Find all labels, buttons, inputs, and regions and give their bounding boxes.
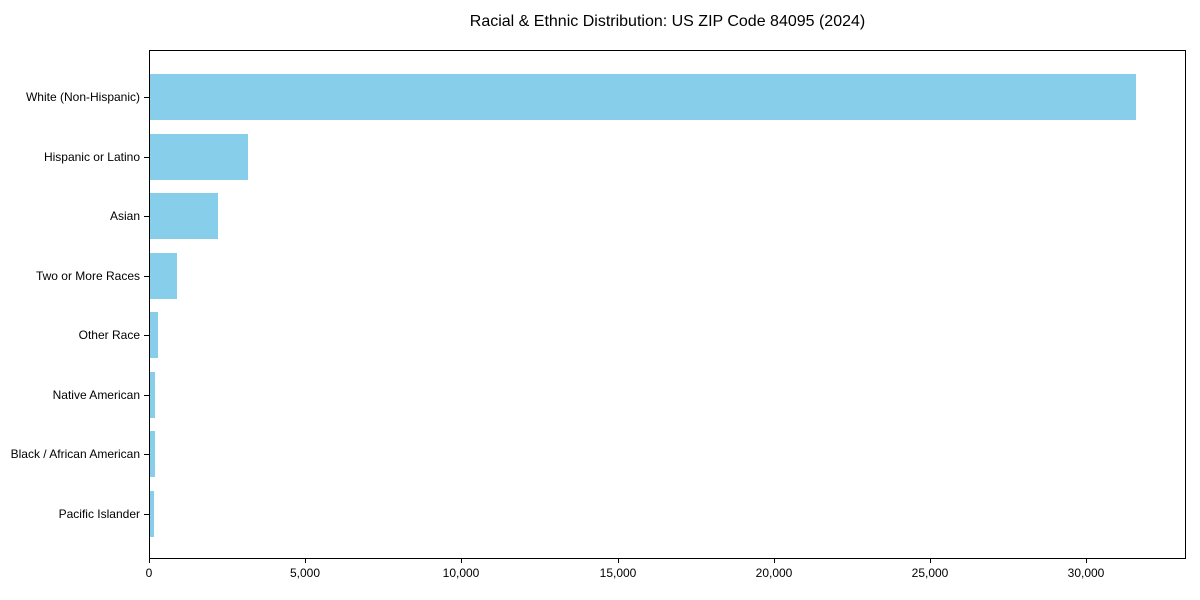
bar-black-african-american (150, 431, 155, 478)
y-tick-mark (144, 454, 149, 455)
bar-asian (150, 193, 218, 240)
x-tick-label: 0 (145, 566, 153, 580)
x-tick-label: 10,000 (442, 566, 480, 580)
x-tick-mark (774, 559, 775, 563)
y-tick-label: White (Non-Hispanic) (25, 90, 140, 104)
bar-other-race (150, 312, 158, 359)
x-tick-mark (930, 559, 931, 563)
chart-title: Racial & Ethnic Distribution: US ZIP Cod… (469, 13, 866, 30)
y-tick-label: Hispanic or Latino (43, 150, 140, 164)
y-tick-mark (144, 276, 149, 277)
bar-pacific-islander (150, 491, 154, 537)
y-tick-label: Black / African American (10, 447, 140, 461)
y-tick-mark (144, 157, 149, 158)
bar-hispanic-or-latino (150, 133, 248, 180)
x-tick-label: 30,000 (1067, 566, 1105, 580)
bar-native-american (150, 371, 155, 418)
x-tick-mark (149, 559, 150, 563)
x-tick-label: 5,000 (289, 566, 321, 580)
y-tick-mark (144, 514, 149, 515)
y-tick-label: Native American (52, 388, 140, 402)
x-tick-label: 20,000 (755, 566, 793, 580)
y-tick-mark (144, 395, 149, 396)
y-tick-label: Other Race (78, 328, 140, 342)
plot-area (149, 50, 1186, 559)
x-tick-mark (305, 559, 306, 563)
x-tick-mark (618, 559, 619, 563)
bar-two-or-more-races (150, 252, 177, 299)
y-tick-mark (144, 335, 149, 336)
y-tick-label: Asian (109, 209, 140, 223)
x-tick-label: 25,000 (911, 566, 949, 580)
x-tick-mark (1086, 559, 1087, 563)
x-tick-label: 15,000 (599, 566, 637, 580)
y-tick-label: Two or More Races (35, 269, 140, 283)
x-tick-mark (461, 559, 462, 563)
y-tick-mark (144, 216, 149, 217)
y-tick-mark (144, 97, 149, 98)
bar-white-non-hispanic (150, 74, 1136, 120)
y-tick-label: Pacific Islander (58, 507, 140, 521)
